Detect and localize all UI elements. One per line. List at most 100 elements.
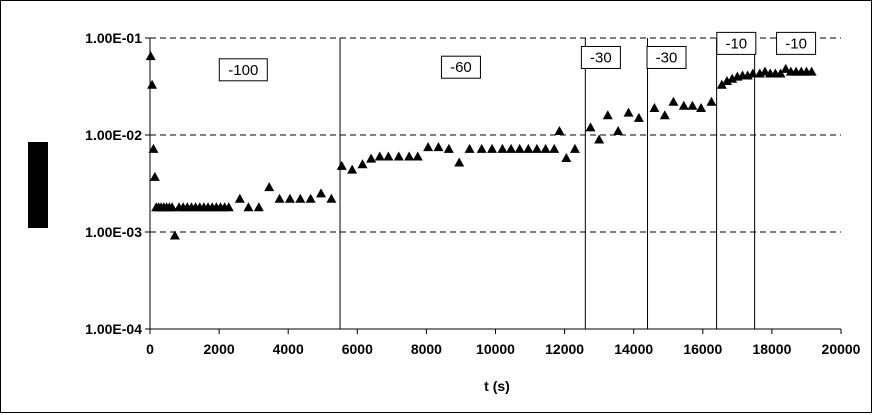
y-tick-label: 1.00E-01 <box>85 30 142 46</box>
annotation-text: -10 <box>785 35 807 52</box>
data-point <box>347 164 358 174</box>
data-point <box>514 143 525 153</box>
data-point <box>476 143 487 153</box>
data-point <box>223 202 234 212</box>
data-point <box>549 143 560 153</box>
data-point <box>253 202 264 212</box>
annotation-label: -100 <box>218 58 268 82</box>
data-point <box>357 159 368 169</box>
data-point <box>149 171 160 181</box>
data-point <box>316 188 327 198</box>
x-tick-label: 12000 <box>545 341 584 357</box>
data-point <box>169 230 180 240</box>
x-axis-title: t (s) <box>484 378 510 394</box>
data-point <box>404 151 415 161</box>
data-point <box>554 125 565 135</box>
vertical-lines <box>339 38 756 329</box>
x-tick-label: 8000 <box>411 341 442 357</box>
data-point <box>569 143 580 153</box>
data-point <box>668 96 679 106</box>
data-point <box>531 143 542 153</box>
data-point <box>167 202 178 212</box>
annotations: -100 -60 -30 -30 -10 -10 <box>218 31 817 82</box>
data-point <box>274 193 285 203</box>
data-point <box>721 76 732 86</box>
annotation-text: -30 <box>656 49 678 66</box>
annotation-label: -60 <box>440 55 481 79</box>
data-point <box>336 160 347 170</box>
data-point <box>305 193 316 203</box>
y-axis-label-box <box>28 142 48 228</box>
data-point <box>284 193 295 203</box>
data-point <box>633 112 644 122</box>
data-point <box>234 193 245 203</box>
data-point <box>487 143 498 153</box>
data-point <box>540 143 551 153</box>
annotation-text: -60 <box>450 59 472 76</box>
data-point <box>454 157 465 167</box>
annotation-box <box>646 45 687 69</box>
data-point <box>264 182 275 192</box>
data-point <box>366 153 377 163</box>
data-point <box>623 107 634 117</box>
x-tick-label: 2000 <box>204 341 235 357</box>
data-point <box>243 202 254 212</box>
axes <box>145 37 842 334</box>
data-point <box>506 143 517 153</box>
data-point <box>561 152 572 162</box>
x-tick-label: 18000 <box>752 341 791 357</box>
data-point <box>747 68 758 78</box>
data-point <box>443 143 454 153</box>
annotation-text: -30 <box>590 49 612 66</box>
data-point <box>295 193 306 203</box>
x-tick-label: 20000 <box>822 341 861 357</box>
annotation-box <box>218 58 268 82</box>
data-point <box>696 102 707 112</box>
annotation-box <box>440 55 481 79</box>
data-point <box>716 79 727 89</box>
data-point <box>687 100 698 110</box>
x-tick-label: 6000 <box>342 341 373 357</box>
data-point <box>374 151 385 161</box>
data-point <box>806 66 817 76</box>
annotation-text: -100 <box>228 62 258 79</box>
annotation-label: -10 <box>716 31 757 55</box>
data-point <box>383 151 394 161</box>
data-point <box>145 51 156 61</box>
x-tick-label: 0 <box>146 341 154 357</box>
x-tick-label: 10000 <box>476 341 515 357</box>
x-tick-label: 4000 <box>273 341 304 357</box>
y-tick-label: 1.00E-03 <box>85 224 142 240</box>
data-point <box>678 100 689 110</box>
data-point <box>585 122 596 132</box>
data-point <box>602 110 613 120</box>
annotation-label: -10 <box>776 31 817 55</box>
tick-labels: 0 2000 4000 6000 8000 10000 12000 14000 16000 180… <box>85 30 861 357</box>
annotation-text: -10 <box>725 35 747 52</box>
data-point <box>393 151 404 161</box>
data-point <box>659 110 670 120</box>
annotation-label: -30 <box>580 45 621 69</box>
data-point <box>412 151 423 161</box>
y-tick-label: 1.00E-02 <box>85 127 142 143</box>
x-tick-label: 16000 <box>683 341 722 357</box>
data-point <box>780 63 791 73</box>
annotation-box <box>776 31 817 55</box>
data-point <box>148 143 159 153</box>
data-point <box>523 143 534 153</box>
annotation-box <box>580 45 621 69</box>
data-point <box>497 143 508 153</box>
data-point <box>649 102 660 112</box>
annotation-label: -30 <box>646 45 687 69</box>
y-tick-label: 1.00E-04 <box>85 321 142 337</box>
annotation-box <box>716 31 757 55</box>
data-point <box>775 68 786 78</box>
data-point <box>613 125 624 135</box>
data-point <box>326 193 337 203</box>
data-point <box>433 142 444 152</box>
data-point <box>594 134 605 144</box>
data-point <box>147 79 158 89</box>
data-point <box>706 96 717 106</box>
